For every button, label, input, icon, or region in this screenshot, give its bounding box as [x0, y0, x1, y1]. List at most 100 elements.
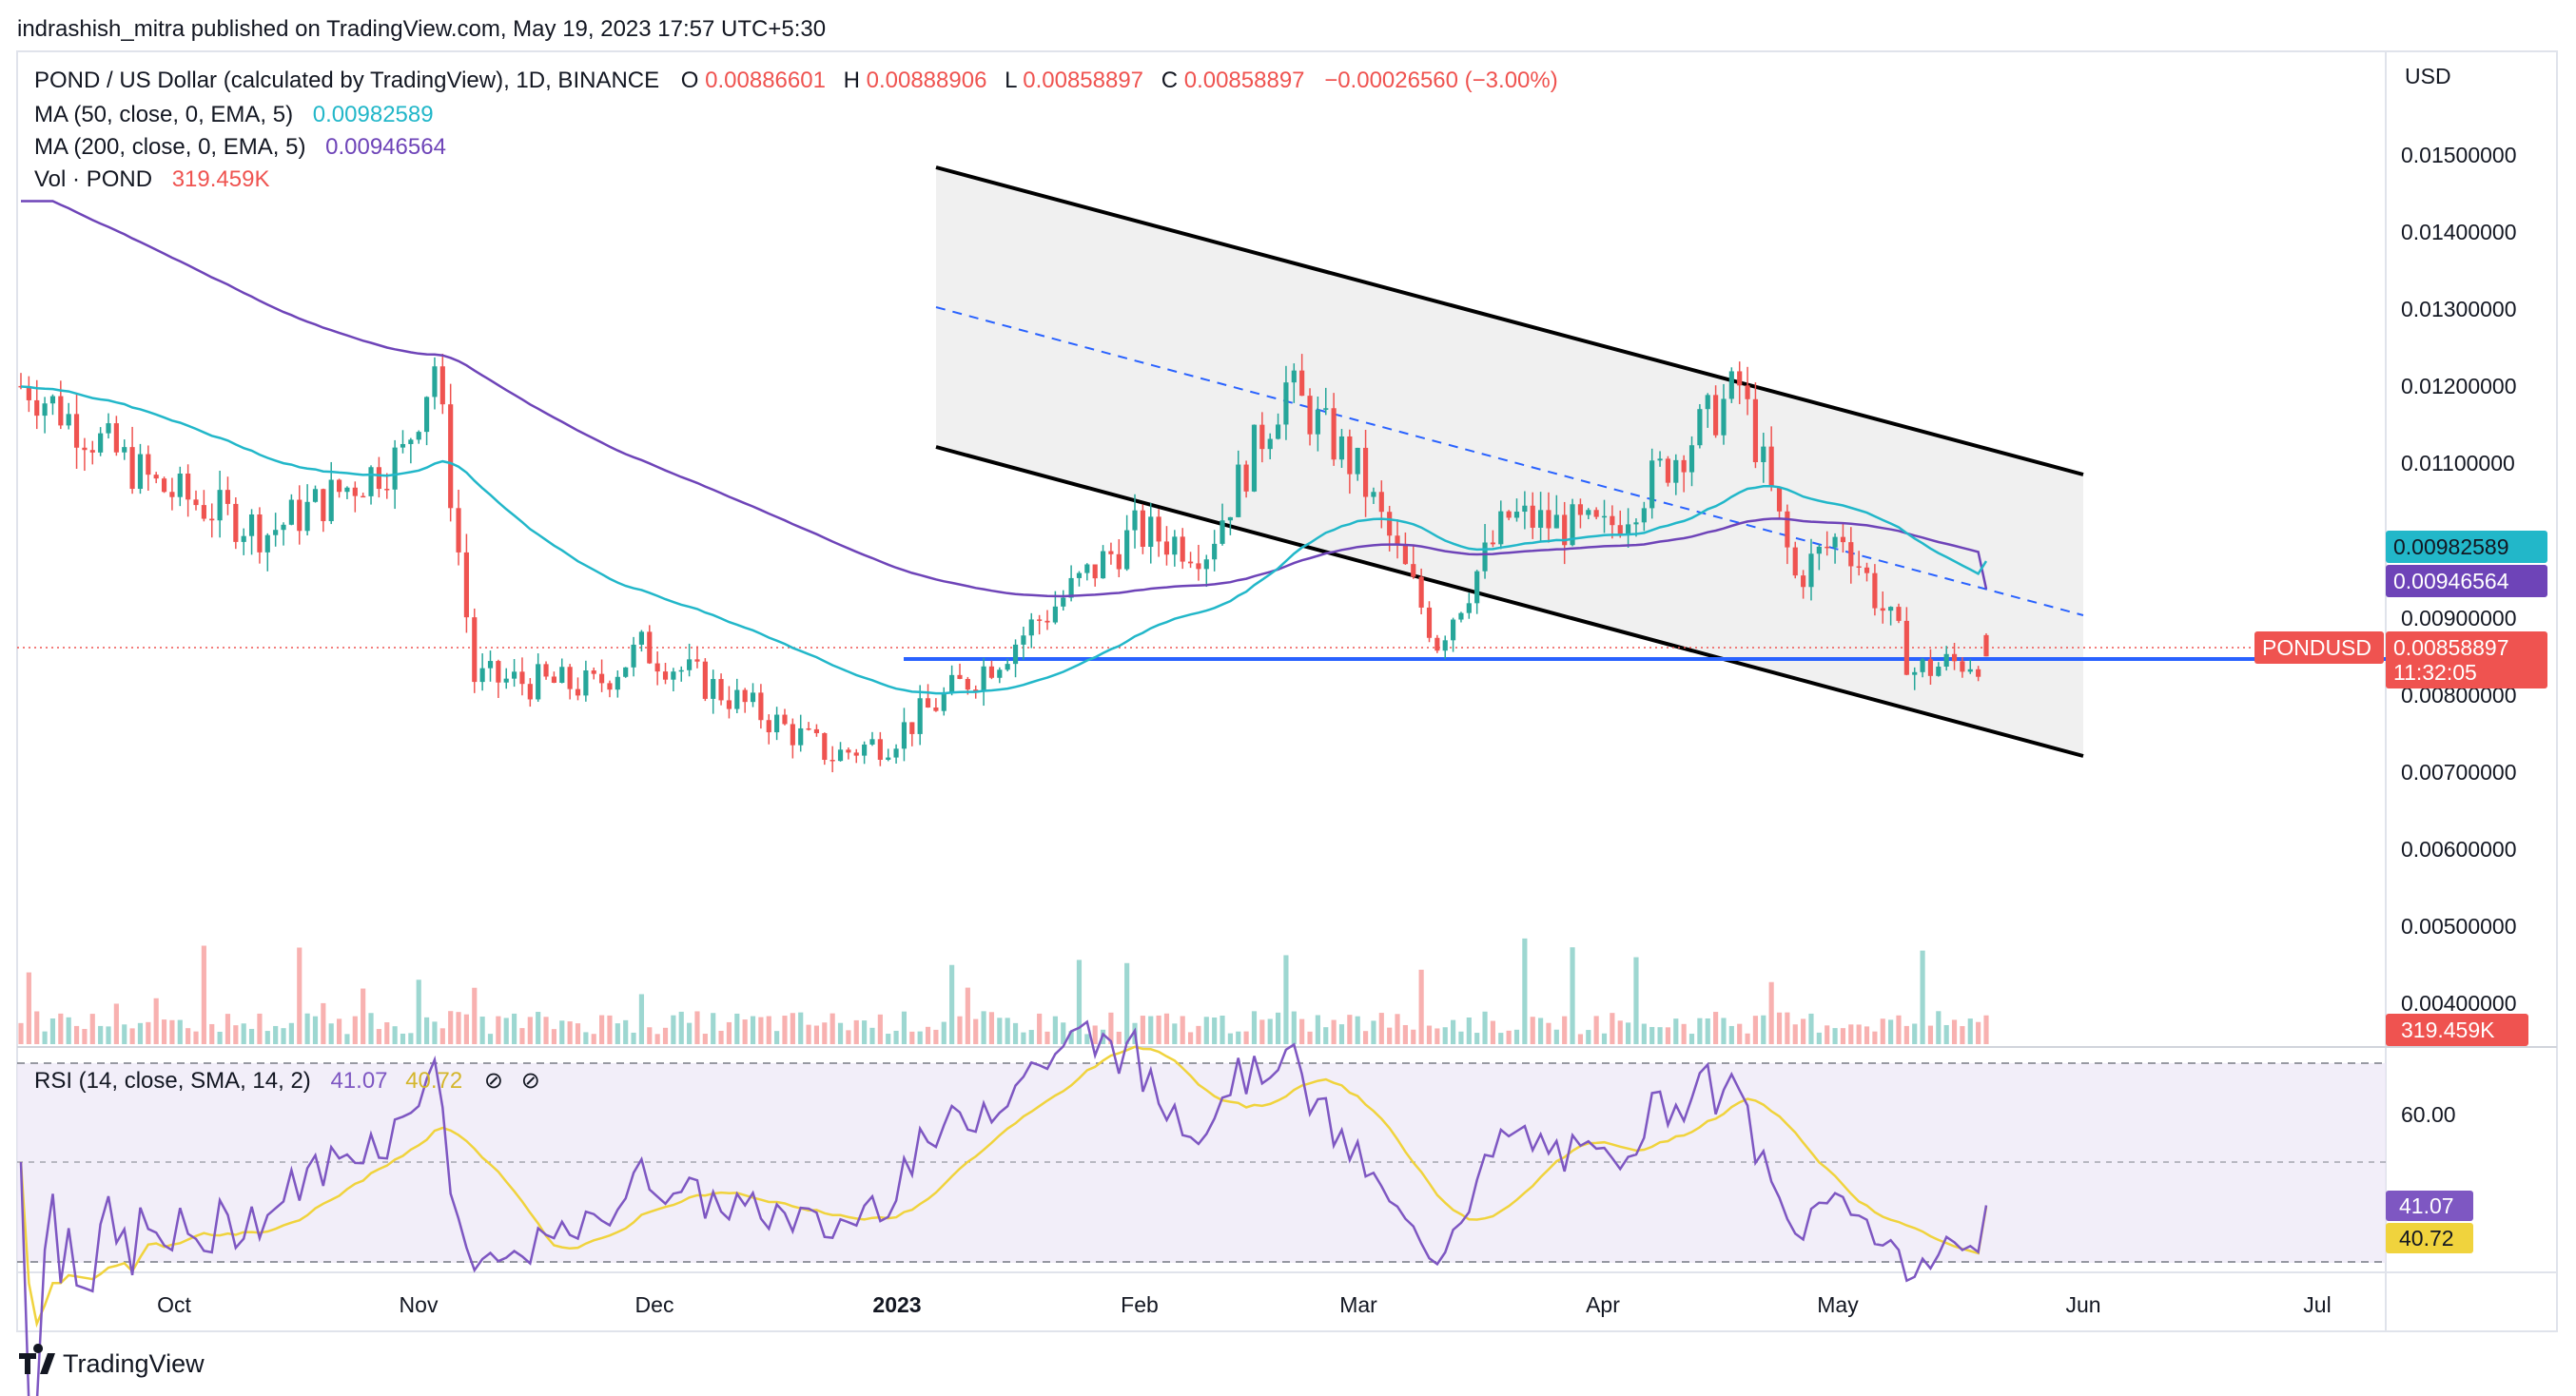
volume-bar — [241, 1023, 246, 1044]
volume-bar — [1976, 1021, 1981, 1044]
candle-body — [479, 668, 485, 683]
volume-bar — [1538, 1018, 1544, 1044]
candle-body — [1092, 564, 1098, 579]
candle-body — [694, 659, 700, 662]
volume-bar — [536, 1012, 541, 1044]
volume-bar — [352, 1016, 358, 1044]
price-tick: 0.00700000 — [2401, 760, 2517, 785]
volume-bar — [1776, 1012, 1783, 1044]
volume-bar — [1172, 1023, 1178, 1044]
volume-bar — [58, 1013, 64, 1044]
candle-body — [1076, 572, 1083, 578]
tradingview-logo[interactable]: TradingView — [19, 1344, 205, 1378]
candle-body — [1338, 436, 1345, 460]
legend-rsi-row[interactable]: RSI (14, close, SMA, 14, 2) 41.07 40.72 … — [34, 1068, 540, 1094]
volume-bar — [1148, 1016, 1154, 1044]
candle-body — [392, 447, 398, 490]
volume-bars — [18, 938, 1989, 1044]
candle-body — [1028, 619, 1034, 636]
candle-body — [901, 722, 907, 749]
volume-bar — [1498, 1033, 1504, 1044]
price-tick: 0.00400000 — [2401, 991, 2517, 1016]
volume-bar — [1848, 1024, 1854, 1044]
candle-body — [1442, 640, 1448, 651]
candle-body — [869, 739, 875, 745]
candle-body — [543, 664, 549, 677]
legend-ma200-row[interactable]: MA (200, close, 0, EMA, 5) 0.00946564 — [34, 134, 446, 160]
legend-close-label: C — [1161, 68, 1178, 93]
channel-upper-line[interactable] — [935, 165, 2084, 476]
volume-bar — [169, 1019, 175, 1044]
legend-visibility-icon[interactable]: ⊘ — [484, 1068, 503, 1094]
volume-bar — [1903, 1025, 1909, 1044]
candle-body — [153, 475, 159, 479]
volume-bar — [288, 1022, 294, 1044]
volume-bar — [1466, 1017, 1472, 1044]
volume-bar — [917, 1031, 923, 1044]
price-tick: 0.00900000 — [2401, 606, 2517, 630]
candle-body — [1577, 504, 1583, 515]
volume-bar — [901, 1011, 907, 1044]
volume-bar — [1474, 1033, 1480, 1044]
candle-body — [1315, 409, 1320, 435]
candle-body — [806, 727, 811, 730]
volume-bar — [146, 1021, 151, 1044]
volume-bar — [1617, 1020, 1623, 1044]
candle-body — [58, 396, 64, 426]
volume-bar — [456, 1012, 461, 1044]
volume-bar — [448, 1011, 454, 1044]
volume-bar — [822, 1022, 828, 1044]
volume-bar — [336, 1018, 342, 1044]
candle-body — [1052, 606, 1058, 623]
volume-bar — [519, 1028, 525, 1044]
volume-bar — [1236, 1031, 1241, 1044]
legend-visibility-icon[interactable]: ⊘ — [521, 1068, 540, 1094]
volume-bar — [1577, 1034, 1583, 1044]
candle-body — [1299, 370, 1305, 397]
legend-ma50-row[interactable]: MA (50, close, 0, EMA, 5) 0.00982589 — [34, 102, 434, 127]
volume-bar — [217, 1031, 223, 1044]
volume-bar — [1688, 1034, 1695, 1044]
volume-bar — [408, 1033, 414, 1044]
volume-bar — [1220, 1016, 1225, 1044]
time-axis[interactable]: Oct Nov Dec 2023 Feb Mar Apr May Jun Jul — [157, 1292, 2332, 1317]
candle-body — [1037, 619, 1043, 621]
volume-bar — [479, 1017, 485, 1044]
legend-volume-row[interactable]: Vol · POND 319.459K — [34, 166, 269, 192]
legend-symbol-row[interactable]: POND / US Dollar (calculated by TradingV… — [34, 68, 1558, 93]
volume-bar — [1522, 938, 1528, 1044]
volume-bar — [1267, 1018, 1273, 1044]
candle-body — [1243, 464, 1249, 492]
volume-bar — [1371, 1020, 1376, 1044]
volume-bar — [869, 1027, 875, 1044]
volume-bar — [89, 1014, 95, 1044]
candle-body — [893, 748, 899, 758]
candle-body — [1745, 385, 1750, 399]
candle-body — [1187, 561, 1194, 564]
volume-bar — [1633, 957, 1639, 1044]
volume-bar — [512, 1013, 517, 1044]
channel-lower-line[interactable] — [935, 445, 2084, 758]
candle-body — [89, 450, 95, 453]
candle-body — [1148, 516, 1154, 548]
volume-bar — [1482, 1011, 1488, 1044]
candle-body — [623, 667, 629, 677]
candle-body — [224, 490, 231, 504]
candle-body — [1458, 612, 1464, 620]
volume-bar — [1983, 1015, 1989, 1044]
time-tick: May — [1817, 1292, 1859, 1317]
candle-body — [559, 667, 565, 683]
candle-body — [273, 530, 279, 535]
candle-body — [400, 443, 406, 448]
candle-body — [1220, 520, 1225, 544]
volume-bar — [711, 1013, 716, 1044]
candle-body — [456, 508, 461, 553]
candle-body — [49, 396, 56, 404]
volume-bar — [344, 1034, 350, 1044]
volume-bar — [503, 1018, 509, 1044]
candle-body — [1172, 536, 1178, 555]
volume-bar — [615, 1023, 620, 1044]
candle-body — [1291, 370, 1297, 383]
price-axis[interactable]: USD 0.01500000 0.01400000 0.01300000 0.0… — [2401, 64, 2517, 1127]
volume-bar — [527, 1017, 533, 1044]
